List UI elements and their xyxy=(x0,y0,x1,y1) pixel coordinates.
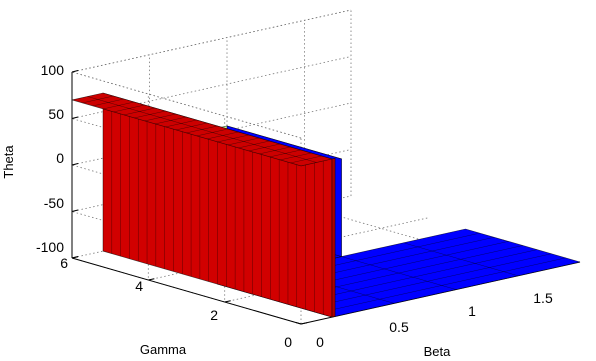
high-region-mesh xyxy=(228,137,260,146)
x-tick-label: 0 xyxy=(316,334,324,350)
z-tick-label: 50 xyxy=(48,106,64,122)
x-tick-label: 1.5 xyxy=(533,290,553,306)
y-tick-mark xyxy=(148,278,155,281)
x-tick-label: 0.5 xyxy=(389,319,409,335)
z-tick-mark xyxy=(71,70,79,73)
y-axis-line xyxy=(71,257,302,325)
z-gridline xyxy=(71,102,352,232)
high-region-mesh xyxy=(165,119,197,128)
high-region-mesh xyxy=(248,143,281,152)
tick-labels: 100 50 0 -50 -100 6 4 2 0 0 0.5 1 1.5 xyxy=(36,62,553,350)
y-tick-mark xyxy=(224,300,231,303)
z-gridline xyxy=(71,56,352,185)
z-tick-mark xyxy=(71,163,79,166)
high-region-mesh xyxy=(186,125,218,134)
high-region-mesh xyxy=(155,116,187,125)
high-region-mesh xyxy=(238,140,270,149)
high-region-mesh xyxy=(269,149,301,158)
z-gridline xyxy=(71,9,352,139)
high-region-mesh xyxy=(207,131,239,140)
y-tick-label: 2 xyxy=(210,307,218,323)
z-tick-label: -100 xyxy=(36,239,64,255)
z-tick-mark xyxy=(71,209,79,212)
y-tick-mark xyxy=(71,256,79,259)
high-region-mesh xyxy=(144,113,176,122)
z-tick-label: 100 xyxy=(41,62,65,78)
high-region-mesh xyxy=(92,98,124,107)
y-tick-mark xyxy=(300,322,308,325)
x-tick-label: 1 xyxy=(468,303,476,319)
z-tick-mark xyxy=(71,116,79,119)
y-axis-label: Gamma xyxy=(140,342,187,356)
x-tick-mark xyxy=(295,322,302,325)
high-region-mesh xyxy=(280,152,312,161)
x-axis-label: Beta xyxy=(424,344,452,356)
high-region-mesh xyxy=(196,128,228,137)
z-tick-label: 0 xyxy=(56,150,64,166)
low-region-mesh xyxy=(303,253,552,310)
cliff-edge xyxy=(331,157,336,318)
high-region-mesh xyxy=(103,101,135,110)
z-axis-label: Theta xyxy=(1,145,16,179)
high-region-mesh xyxy=(134,110,166,119)
high-region-mesh xyxy=(113,104,145,113)
high-region-mesh xyxy=(290,155,322,164)
y-tick-label: 6 xyxy=(60,255,68,271)
high-region-mesh xyxy=(123,107,156,116)
y-tick-label: 4 xyxy=(135,278,143,294)
high-region-mesh xyxy=(176,122,208,131)
surface xyxy=(71,92,581,318)
high-region-mesh xyxy=(82,95,114,104)
high-region-mesh xyxy=(217,134,249,143)
high-region-mesh xyxy=(259,146,291,155)
y-tick-label: 0 xyxy=(284,334,292,350)
low-region-mesh xyxy=(317,257,566,314)
z-tick-label: -50 xyxy=(44,195,64,211)
